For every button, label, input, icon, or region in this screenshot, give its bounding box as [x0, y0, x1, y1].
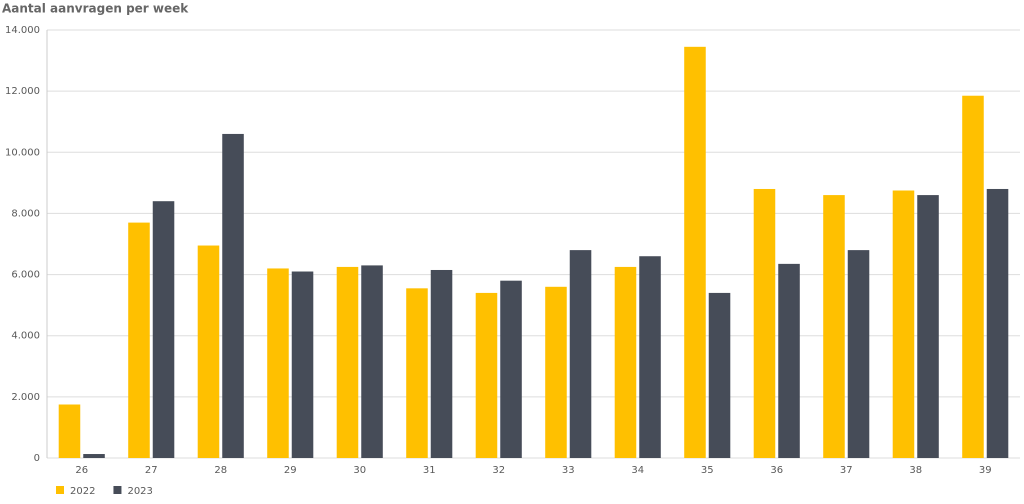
bar	[152, 201, 175, 458]
x-tick-label: 36	[770, 465, 783, 476]
bar	[639, 256, 661, 458]
bar	[128, 222, 150, 458]
bar	[778, 263, 800, 458]
bar	[753, 188, 776, 458]
y-tick-label: 12.000	[5, 86, 40, 97]
bar	[500, 280, 522, 458]
x-tick-label: 32	[492, 465, 505, 476]
legend-swatch	[56, 486, 64, 494]
bar	[823, 195, 845, 459]
bar	[545, 286, 567, 458]
chart-title: Aantal aanvragen per week	[2, 2, 189, 16]
bar	[336, 266, 359, 458]
bar	[475, 292, 498, 458]
bar	[430, 269, 453, 458]
bar	[917, 195, 939, 459]
bar	[291, 271, 314, 458]
bar	[684, 46, 706, 459]
y-tick-label: 2.000	[11, 392, 40, 403]
bar	[222, 133, 244, 458]
x-tick-label: 34	[631, 465, 644, 476]
x-tick-label: 27	[145, 465, 158, 476]
y-tick-label: 0	[34, 453, 40, 464]
x-tick-label: 33	[562, 465, 575, 476]
bar	[892, 190, 915, 458]
bar	[58, 404, 81, 458]
y-tick-label: 14.000	[5, 25, 40, 36]
y-tick-label: 8.000	[11, 208, 40, 219]
x-tick-label: 28	[214, 465, 227, 476]
x-tick-label: 35	[701, 465, 714, 476]
bar	[267, 268, 289, 458]
bar	[986, 188, 1009, 458]
y-tick-label: 6.000	[11, 270, 40, 281]
bar	[197, 245, 220, 458]
y-tick-label: 10.000	[5, 147, 40, 158]
x-tick-label: 26	[75, 465, 88, 476]
legend-label: 2022	[70, 486, 95, 497]
bar	[708, 292, 731, 458]
bar	[569, 250, 592, 458]
legend-label: 2023	[127, 486, 152, 497]
legend-swatch	[113, 486, 122, 494]
bar	[847, 250, 870, 458]
x-tick-label: 37	[840, 465, 853, 476]
y-tick-label: 4.000	[11, 331, 40, 342]
x-tick-label: 39	[979, 465, 992, 476]
bar	[83, 454, 105, 458]
bar	[361, 265, 383, 458]
x-tick-label: 31	[423, 465, 436, 476]
bar	[614, 266, 637, 458]
x-tick-label: 38	[909, 465, 922, 476]
x-tick-label: 30	[353, 465, 366, 476]
bar	[962, 95, 984, 458]
bar	[406, 288, 428, 458]
x-tick-label: 29	[284, 465, 297, 476]
